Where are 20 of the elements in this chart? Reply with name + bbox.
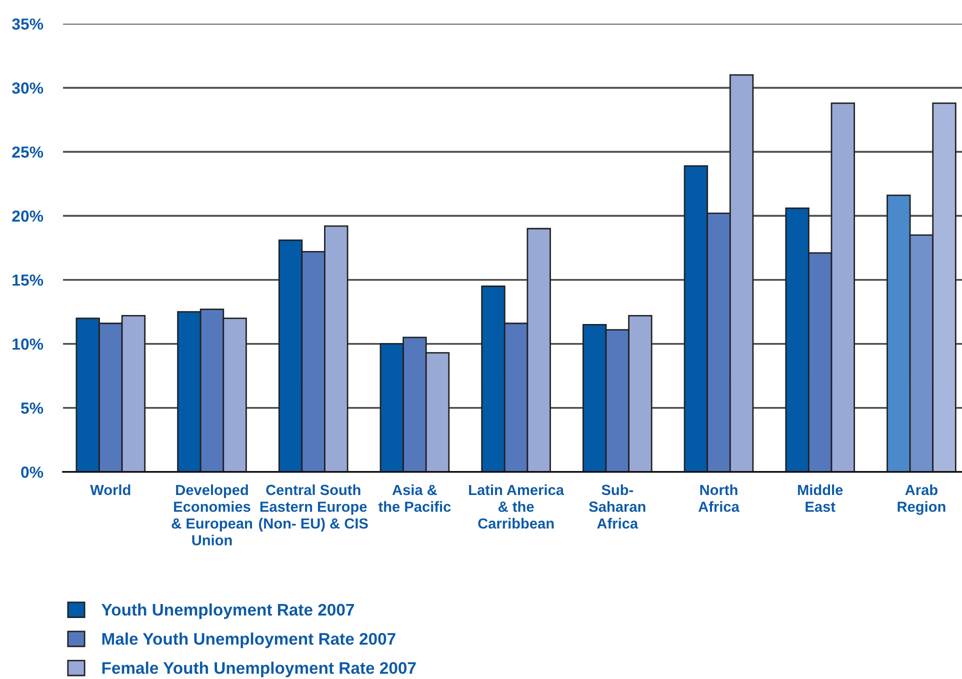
x-tick-label: Middle East — [798, 484, 843, 512]
y-tick-label: 35% — [12, 18, 44, 30]
y-tick-label: 0% — [21, 466, 44, 478]
y-tick-label: 30% — [12, 82, 44, 94]
y-tick-label: 20% — [12, 210, 44, 222]
x-tick-label: Developed Economies & European Union — [172, 484, 252, 546]
x-tick-label: Sub- Saharan Africa — [589, 484, 646, 529]
x-tick-label: Latin America & the Carribbean — [469, 484, 564, 529]
x-tick-label: North Africa — [698, 484, 740, 512]
y-tick-label: 5% — [20, 402, 44, 414]
x-tick-label: Asia & the Pacific — [378, 484, 451, 512]
y-tick-label: 10% — [12, 338, 44, 350]
legend-label: Female Youth Unemployment Rate 2007 — [102, 662, 416, 678]
legend-label: Youth Unemployment Rate 2007 — [102, 603, 354, 619]
x-tick-label: World — [90, 484, 130, 496]
y-tick-label: 15% — [12, 274, 44, 286]
x-tick-label: Arab Region — [898, 484, 946, 515]
y-tick-label: 25% — [12, 146, 44, 158]
legend-label: Male Youth Unemployment Rate 2007 — [102, 632, 396, 648]
x-tick-label: Central South Eastern Europe (Non- EU) & CIS — [258, 484, 368, 532]
